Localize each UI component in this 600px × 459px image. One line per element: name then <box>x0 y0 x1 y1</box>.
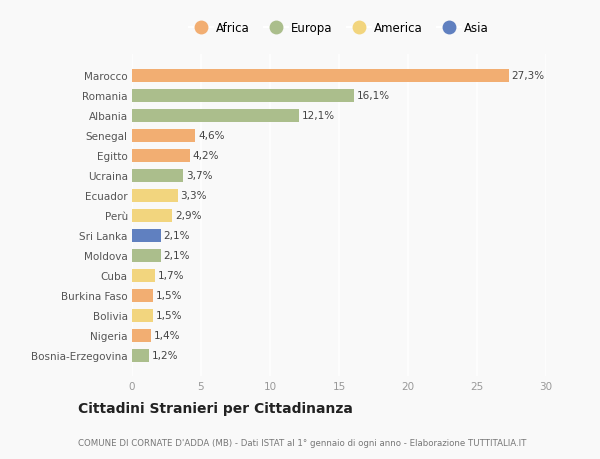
Text: 1,7%: 1,7% <box>158 270 185 280</box>
Bar <box>132 289 152 302</box>
Bar <box>132 229 161 242</box>
Bar <box>132 70 509 83</box>
Bar <box>132 90 354 102</box>
Bar <box>132 169 183 182</box>
Text: Cittadini Stranieri per Cittadinanza: Cittadini Stranieri per Cittadinanza <box>78 402 353 415</box>
Text: COMUNE DI CORNATE D'ADDA (MB) - Dati ISTAT al 1° gennaio di ogni anno - Elaboraz: COMUNE DI CORNATE D'ADDA (MB) - Dati IST… <box>78 438 526 448</box>
Text: 1,5%: 1,5% <box>155 291 182 301</box>
Text: 12,1%: 12,1% <box>302 111 335 121</box>
Text: 3,7%: 3,7% <box>186 171 212 181</box>
Text: 4,6%: 4,6% <box>198 131 225 141</box>
Text: 2,1%: 2,1% <box>164 231 190 241</box>
Bar <box>132 269 155 282</box>
Text: 1,5%: 1,5% <box>155 310 182 320</box>
Bar <box>132 209 172 222</box>
Text: 1,2%: 1,2% <box>151 350 178 360</box>
Text: 2,1%: 2,1% <box>164 251 190 261</box>
Bar <box>132 329 151 342</box>
Text: 4,2%: 4,2% <box>193 151 219 161</box>
Text: 3,3%: 3,3% <box>181 191 207 201</box>
Bar <box>132 249 161 262</box>
Bar <box>132 129 196 142</box>
Bar <box>132 110 299 123</box>
Bar <box>132 189 178 202</box>
Legend: Africa, Europa, America, Asia: Africa, Europa, America, Asia <box>189 22 489 35</box>
Text: 2,9%: 2,9% <box>175 211 201 221</box>
Text: 27,3%: 27,3% <box>511 71 545 81</box>
Bar <box>132 349 149 362</box>
Bar <box>132 309 152 322</box>
Bar <box>132 150 190 162</box>
Text: 16,1%: 16,1% <box>357 91 390 101</box>
Text: 1,4%: 1,4% <box>154 330 181 340</box>
